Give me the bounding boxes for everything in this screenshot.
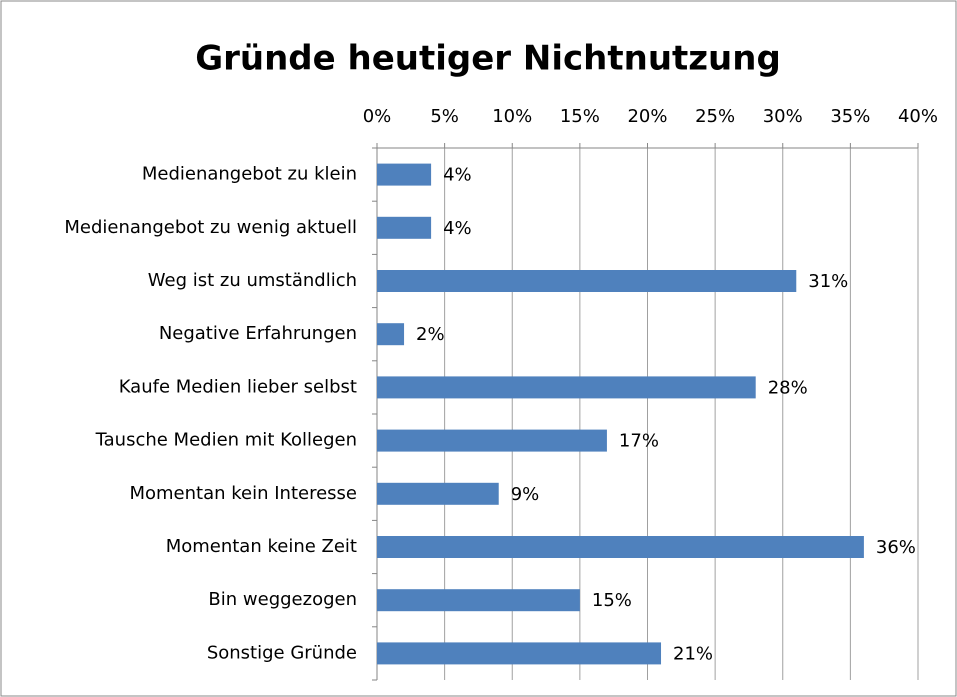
- y-tick-label: Medienangebot zu wenig aktuell: [64, 217, 357, 238]
- data-label: 36%: [876, 537, 916, 558]
- bar: [377, 163, 432, 186]
- y-tick-label: Sonstige Gründe: [207, 642, 357, 663]
- x-tick-label: 35%: [830, 106, 870, 127]
- y-tick-label: Medienangebot zu klein: [142, 164, 357, 185]
- bar: [377, 642, 662, 665]
- y-tick-label: Negative Erfahrungen: [159, 323, 357, 344]
- y-tick-label: Weg ist zu umständlich: [148, 270, 357, 291]
- bar: [377, 323, 405, 346]
- bar: [377, 589, 580, 612]
- y-tick-label: Momentan kein Interesse: [129, 483, 357, 504]
- data-label: 31%: [808, 271, 848, 292]
- data-label: 9%: [511, 484, 540, 505]
- x-tick-label: 5%: [430, 106, 459, 127]
- x-tick-label: 20%: [627, 106, 667, 127]
- y-tick-label: Momentan keine Zeit: [166, 536, 357, 557]
- data-label: 17%: [619, 431, 659, 452]
- bar: [377, 376, 756, 399]
- y-tick-label: Tausche Medien mit Kollegen: [95, 430, 357, 451]
- data-label: 2%: [416, 324, 445, 345]
- data-label: 4%: [443, 165, 472, 186]
- x-tick-label: 15%: [560, 106, 600, 127]
- bar: [377, 482, 499, 505]
- chart-title: Gründe heutiger Nichtnutzung: [195, 39, 781, 79]
- bar: [377, 536, 864, 558]
- x-tick-label: 40%: [898, 106, 938, 127]
- bar: [377, 270, 797, 292]
- bar: [377, 216, 432, 239]
- y-tick-label: Kaufe Medien lieber selbst: [119, 376, 357, 397]
- x-tick-label: 0%: [363, 106, 392, 127]
- x-tick-label: 30%: [763, 106, 803, 127]
- data-label: 28%: [768, 377, 808, 398]
- data-label: 21%: [673, 643, 713, 664]
- x-tick-label: 25%: [695, 106, 735, 127]
- bar: [377, 429, 607, 452]
- data-label: 15%: [592, 590, 632, 611]
- y-tick-label: Bin weggezogen: [208, 589, 357, 610]
- x-tick-label: 10%: [492, 106, 532, 127]
- data-label: 4%: [443, 218, 472, 239]
